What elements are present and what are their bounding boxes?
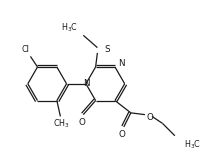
Text: O: O (118, 130, 125, 139)
Text: S: S (104, 45, 109, 54)
Text: CH$_3$: CH$_3$ (53, 117, 69, 130)
Text: H$_3$C: H$_3$C (183, 138, 200, 151)
Text: O: O (78, 118, 85, 127)
Text: N: N (82, 79, 89, 88)
Text: O: O (146, 113, 153, 122)
Text: Cl: Cl (21, 45, 29, 54)
Text: N: N (118, 59, 124, 68)
Text: H$_3$C: H$_3$C (61, 22, 78, 34)
